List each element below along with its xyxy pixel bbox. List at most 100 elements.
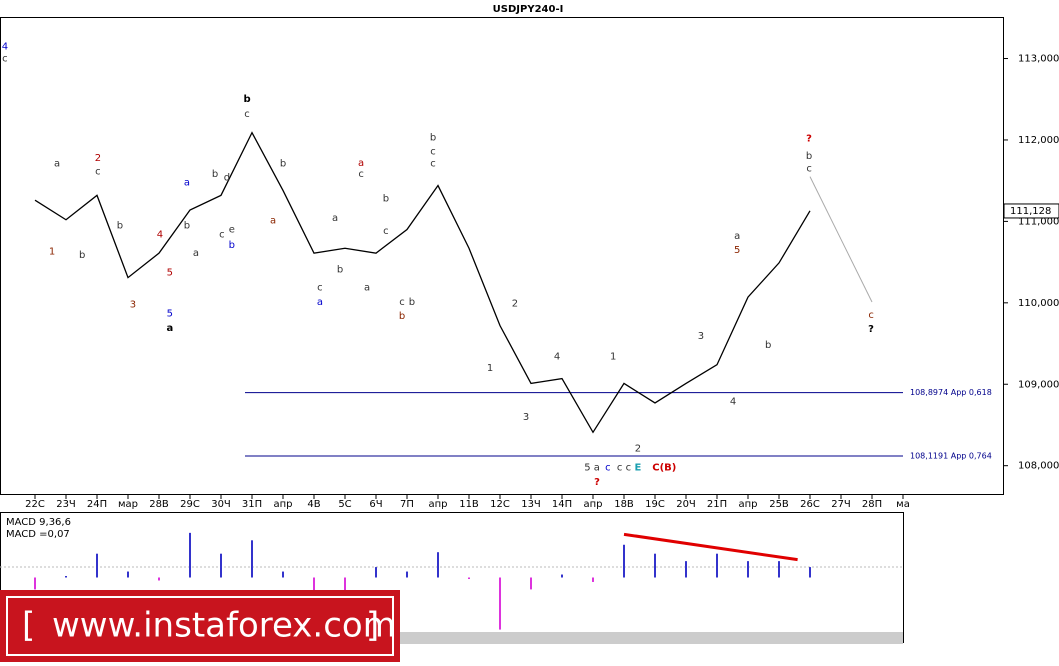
banner: [ www.instaforex.com ] xyxy=(0,590,400,662)
wave-label: C(B) xyxy=(652,462,676,473)
wave-label: ? xyxy=(806,133,812,144)
x-tick-label: 20Ч xyxy=(676,499,696,510)
x-tick-label: мар xyxy=(118,499,138,510)
banner-bracket: ] xyxy=(366,606,379,646)
wave-label: b xyxy=(117,220,123,231)
x-tick-label: ма xyxy=(896,499,910,510)
forecast-line xyxy=(809,176,873,303)
price-frame xyxy=(0,17,1004,495)
x-tick-label: 29С xyxy=(180,499,200,510)
wave-label: c xyxy=(244,109,250,120)
level-label: 108,1191 App 0,764 xyxy=(910,451,992,460)
wave-label: 4 xyxy=(2,41,8,52)
x-tick-label: 24П xyxy=(87,499,107,510)
wave-label: ? xyxy=(594,477,600,488)
x-tick-label: апр xyxy=(738,499,757,510)
price-box xyxy=(1003,203,1059,219)
wave-label: a xyxy=(270,216,276,227)
wave-label: 5 a xyxy=(584,462,600,473)
x-tick-label: 7П xyxy=(400,499,414,510)
wave-label: a xyxy=(54,159,60,170)
wave-label: b xyxy=(806,151,812,162)
x-tick-label: 28П xyxy=(862,499,882,510)
wave-label: b xyxy=(337,264,343,275)
wave-label: 4 xyxy=(730,396,736,407)
hatch-bar xyxy=(400,632,903,644)
wave-label: c xyxy=(430,159,436,170)
wave-label: c c xyxy=(617,462,631,473)
wave-label: 1 xyxy=(487,363,493,374)
wave-label: 2 xyxy=(635,444,641,455)
y-tick-label: 112,000 xyxy=(1018,135,1059,146)
x-tick-label: 11В xyxy=(459,499,479,510)
price-label: 111,128 xyxy=(1010,206,1051,217)
x-tick-label: 28В xyxy=(149,499,169,510)
y-tick-label: 113,000 xyxy=(1018,54,1059,65)
wave-label: e xyxy=(229,225,235,236)
price-line xyxy=(34,131,811,434)
wave-label: 4 xyxy=(157,229,163,240)
wave-label: c xyxy=(430,146,436,157)
macd-current: MACD =0,07 xyxy=(6,529,70,540)
banner-text: www.instaforex.com xyxy=(52,606,396,646)
y-tick-label: 109,000 xyxy=(1018,379,1059,390)
x-tick-label: 13Ч xyxy=(521,499,541,510)
x-tick-label: 23Ч xyxy=(56,499,76,510)
wave-label: 5 xyxy=(734,245,740,256)
wave-label: b xyxy=(430,133,436,144)
wave-label: a xyxy=(332,213,338,224)
wave-label: b xyxy=(79,250,85,261)
x-tick-label: 19С xyxy=(645,499,665,510)
wave-label: b xyxy=(409,297,415,308)
wave-label: a xyxy=(166,323,173,334)
wave-label: a xyxy=(184,177,190,188)
wave-label: 1 xyxy=(610,352,616,363)
wave-label: a xyxy=(317,297,323,308)
x-tick-label: 14П xyxy=(552,499,572,510)
wave-label: a xyxy=(358,158,364,169)
y-tick-label: 110,000 xyxy=(1018,298,1059,309)
wave-label: b xyxy=(184,220,190,231)
x-tick-label: 26С xyxy=(800,499,820,510)
x-tick-label: 27Ч xyxy=(831,499,851,510)
wave-label: b xyxy=(212,169,218,180)
wave-label: c xyxy=(806,163,812,174)
wave-label: d xyxy=(224,172,230,183)
wave-label: c xyxy=(219,229,225,240)
wave-label: a xyxy=(734,231,740,242)
wave-label: b xyxy=(280,159,286,170)
chart-title: USDJPY240-I xyxy=(493,4,564,15)
x-tick-label: апр xyxy=(583,499,602,510)
x-tick-label: 21П xyxy=(707,499,727,510)
wave-label: b xyxy=(229,240,235,251)
wave-label: 3 xyxy=(698,331,704,342)
wave-label: a xyxy=(193,248,199,259)
banner-bg xyxy=(0,590,400,662)
wave-label: c xyxy=(317,282,323,293)
wave-label: 5 xyxy=(167,308,173,319)
wave-label: ? xyxy=(868,324,874,335)
wave-label: a xyxy=(364,282,370,293)
x-tick-label: 25В xyxy=(769,499,789,510)
x-tick-label: апр xyxy=(428,499,447,510)
wave-label: 3 xyxy=(523,412,529,423)
wave-label: 1 xyxy=(49,247,55,258)
wave-label: 5 xyxy=(167,268,173,279)
x-tick-label: 22С xyxy=(25,499,45,510)
wave-label: c xyxy=(868,310,874,321)
wave-label: 3 xyxy=(130,299,136,310)
wave-label: b xyxy=(243,94,250,105)
wave-label: b xyxy=(383,194,389,205)
macd-title: MACD 9,36,6 xyxy=(6,517,71,528)
wave-label: c xyxy=(399,297,405,308)
banner-border xyxy=(6,596,394,656)
x-tick-label: 31П xyxy=(242,499,262,510)
x-tick-label: апр xyxy=(273,499,292,510)
wave-label: 2 xyxy=(95,153,101,164)
wave-label: c xyxy=(95,167,101,178)
wave-label: c xyxy=(605,462,611,473)
x-tick-label: 5С xyxy=(338,499,351,510)
macd-trend xyxy=(623,532,798,562)
banner-bracket: [ xyxy=(22,606,35,646)
